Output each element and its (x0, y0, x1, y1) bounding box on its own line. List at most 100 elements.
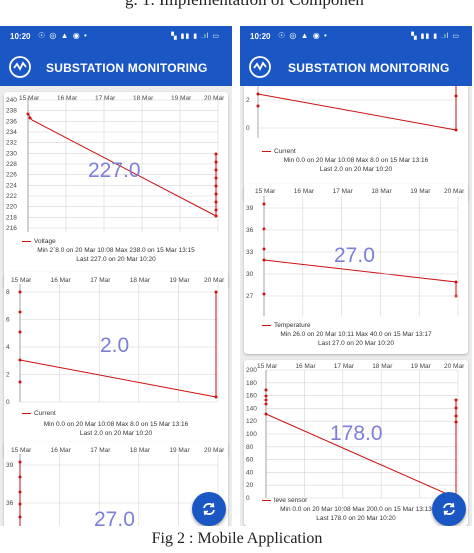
current-current-value: 2.0 (100, 334, 130, 357)
status-bar: 10:20 ☉ ◎ ▲ ◉ • ▚ ▮▮ ▮ .ıl ▭ (240, 26, 472, 48)
x-tick-label: 16 Mar (51, 277, 72, 284)
y-tick-label: 39 (246, 205, 254, 212)
y-tick-label: 120 (246, 418, 257, 425)
data-point (18, 380, 22, 384)
data-point (264, 412, 268, 416)
voltage-stats: Min 2`8.0 on 20 Mar 10:08 Max 238.0 on 1… (4, 246, 228, 264)
voltage-chart-card[interactable]: 15 Mar 16 Mar 17 Mar 18 Mar 19 Mar 20 Mar 216 2… (4, 92, 228, 288)
x-tick-label: 16 Mar (57, 95, 78, 102)
notification-icons: ☉ ◎ ▲ ◉ • (38, 31, 88, 40)
y-tick-label: 0 (6, 399, 10, 406)
x-tick-label: 15 Mar (255, 188, 276, 195)
signal-icons: ▚ ▮▮ ▮ .ıl ▭ (171, 33, 220, 40)
x-tick-label: 20 Mar (204, 447, 225, 454)
voltage-legend-label: Voltage (34, 238, 56, 245)
y-tick-label: 20 (246, 482, 254, 489)
y-tick-label: 4 (6, 344, 10, 351)
data-point (264, 398, 268, 402)
current-stats: Min 0.0 on 20 Mar 10:08 Max 8.0 on 15 Ma… (244, 156, 468, 174)
data-point (454, 280, 458, 284)
x-tick-label: 20 Mar (444, 188, 465, 195)
y-tick-label: 228 (6, 161, 17, 168)
data-point (454, 398, 458, 402)
data-point (18, 502, 22, 506)
x-tick-label: 16 Mar (51, 447, 72, 454)
data-point (264, 388, 268, 392)
current-stats-last: Last 2.0 on 20 Mar 10:20 (79, 430, 153, 437)
data-point (214, 290, 218, 294)
data-point (454, 94, 458, 98)
x-tick-label: 18 Mar (130, 277, 151, 284)
current-legend: Current (22, 410, 56, 417)
y-tick-label: 224 (6, 182, 17, 189)
app-title: SUBSTATION MONITORING (46, 61, 208, 75)
level-sensor-current-value: 178.0 (330, 422, 383, 445)
refresh-button[interactable] (192, 492, 226, 526)
app-bar: SUBSTATION MONITORING (0, 48, 232, 86)
current-legend-label: Current (274, 148, 296, 155)
data-point (256, 92, 260, 96)
data-point (454, 128, 458, 132)
phone-screen-right: 10:20 ☉ ◎ ▲ ◉ • ▚ ▮▮ ▮ .ıl ▭ SUBSTATION … (240, 26, 472, 526)
temperature-stats: Min 26.0 on 20 Mar 10:11 Max 40.0 on 15 … (244, 330, 468, 348)
y-tick-label: 6 (6, 317, 10, 324)
refresh-button[interactable] (432, 492, 466, 526)
y-tick-label: 232 (6, 140, 17, 147)
status-time: 10:20 (10, 32, 31, 41)
data-point (262, 247, 266, 251)
data-point (454, 406, 458, 410)
level-sensor-stats-last: Last 178.0 on 20 Mar 10:20 (316, 515, 396, 522)
voltage-legend: Voltage (22, 238, 56, 245)
y-tick-label: 240 (6, 97, 17, 104)
y-tick-label: 222 (6, 193, 17, 200)
x-tick-label: 19 Mar (410, 188, 431, 195)
x-tick-label: 15 Mar (19, 95, 40, 102)
y-tick-label: 218 (6, 214, 17, 221)
data-point (214, 214, 218, 218)
data-point (214, 208, 218, 212)
y-tick-label: 80 (246, 444, 254, 451)
current-stats-minmax: Min 0.0 on 20 Mar 10:08 Max 8.0 on 15 Ma… (283, 157, 429, 164)
x-tick-label: 19 Mar (169, 447, 190, 454)
y-tick-label: 2 (6, 372, 10, 379)
voltage-stats-minmax: Min 2`8.0 on 20 Mar 10:08 Max 238.0 on 1… (37, 247, 195, 254)
x-tick-label: 19 Mar (169, 277, 190, 284)
data-point (18, 490, 22, 494)
data-point (214, 152, 218, 156)
data-point (214, 168, 218, 172)
level-sensor-chart-card[interactable]: 15 Mar 16 Mar 17 Mar 18 Mar 19 Mar 20 Mar 0 20 4… (244, 360, 468, 526)
x-tick-label: 17 Mar (333, 188, 354, 195)
y-tick-label: 27 (246, 293, 254, 300)
data-point (262, 258, 266, 262)
current-chart-partial: 02 (246, 86, 458, 138)
data-point (264, 402, 268, 406)
y-tick-label: 33 (246, 249, 254, 256)
voltage-chart: 15 Mar 16 Mar 17 Mar 18 Mar 19 Mar 20 Mar 216 2… (6, 95, 225, 232)
y-tick-label: 36 (246, 227, 254, 234)
voltage-stats-last: Last 227.0 on 20 Mar 10:20 (76, 256, 156, 263)
x-tick-label: 15 Mar (11, 447, 32, 454)
series-line (19, 292, 217, 398)
y-tick-label: 236 (6, 118, 17, 125)
data-point (18, 358, 22, 362)
data-point (28, 116, 32, 120)
data-point (454, 414, 458, 418)
data-point (214, 395, 218, 399)
x-tick-label: 20 Mar (444, 363, 465, 370)
x-tick-label: 17 Mar (334, 363, 355, 370)
x-tick-label: 18 Mar (372, 363, 393, 370)
temperature-chart-card[interactable]: 15 Mar 16 Mar 17 Mar 18 Mar 19 Mar 20 Mar 27 30… (244, 184, 468, 354)
data-point (18, 330, 22, 334)
temperature-stats-minmax: Min 26.0 on 20 Mar 10:11 Max 40.0 on 15 … (280, 331, 432, 338)
data-point (214, 200, 218, 204)
current-chart-card[interactable]: 15 Mar 16 Mar 17 Mar 18 Mar 19 Mar 20 Mar 0 2 4 6… (4, 272, 228, 458)
series-line (265, 400, 457, 499)
temperature-stats-last: Last 27.0 on 20 Mar 10:20 (318, 340, 394, 347)
data-point (18, 290, 22, 294)
y-tick-label: 30 (246, 271, 254, 278)
x-tick-label: 17 Mar (90, 277, 111, 284)
figure-caption: Fig 2 : Mobile Application (151, 530, 323, 547)
x-tick-label: 20 Mar (204, 277, 225, 284)
temperature-chart-card-partial[interactable]: 15 Mar 16 Mar 17 Mar 18 Mar 19 Mar 20 Mar 33 36… (4, 442, 228, 526)
